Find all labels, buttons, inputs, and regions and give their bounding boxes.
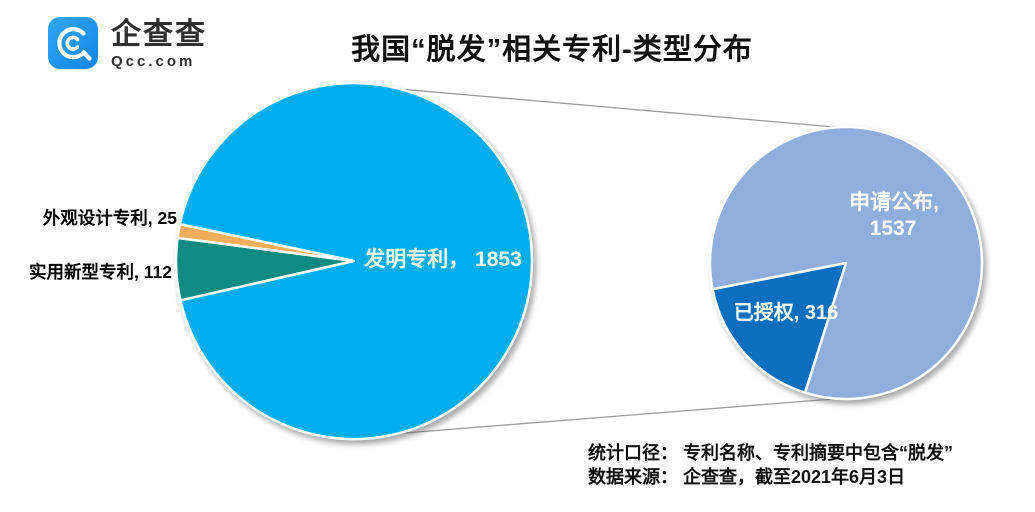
secondary-pie <box>708 125 984 401</box>
connector-line-bottom <box>353 397 847 438</box>
qcc-logo-icon <box>48 17 98 69</box>
connector-line-top <box>353 84 847 129</box>
qcc-logo: 企查查 Qcc.com <box>47 16 207 70</box>
pie-slice-published <box>708 125 984 401</box>
inner-c-icon <box>65 35 80 51</box>
granted-label: 已授权, 316 <box>734 301 838 324</box>
brand-name-cn: 企查查 <box>111 18 207 51</box>
logo-background <box>48 17 98 69</box>
page-title: 我国“脱发”相关专利-类型分布 <box>351 34 753 66</box>
pie-slice-granted <box>711 261 848 394</box>
published-label-line2: 1537 <box>870 217 917 240</box>
data-source-note: 数据来源： 企查查，截至2021年6月3日 <box>588 467 906 487</box>
magnifier-icon <box>57 27 92 61</box>
primary-pie <box>174 81 534 441</box>
utility-model-label: 实用新型专利, 112 <box>29 262 172 282</box>
stat-scope-note: 统计口径： 专利名称、专利摘要中包含“脱发” <box>588 443 953 463</box>
invention-patent-label: 发明专利， 1853 <box>363 247 522 271</box>
footer-notes: 统计口径： 专利名称、专利摘要中包含“脱发” 数据来源： 企查查，截至2021年… <box>588 441 953 489</box>
logo-text: 企查查 Qcc.com <box>111 16 207 70</box>
brand-name-en: Qcc.com <box>111 53 196 70</box>
pie-slice-invention <box>178 81 534 441</box>
design-patent-label: 外观设计专利, 25 <box>43 208 177 228</box>
published-label-line1: 申请公布, <box>849 190 939 214</box>
